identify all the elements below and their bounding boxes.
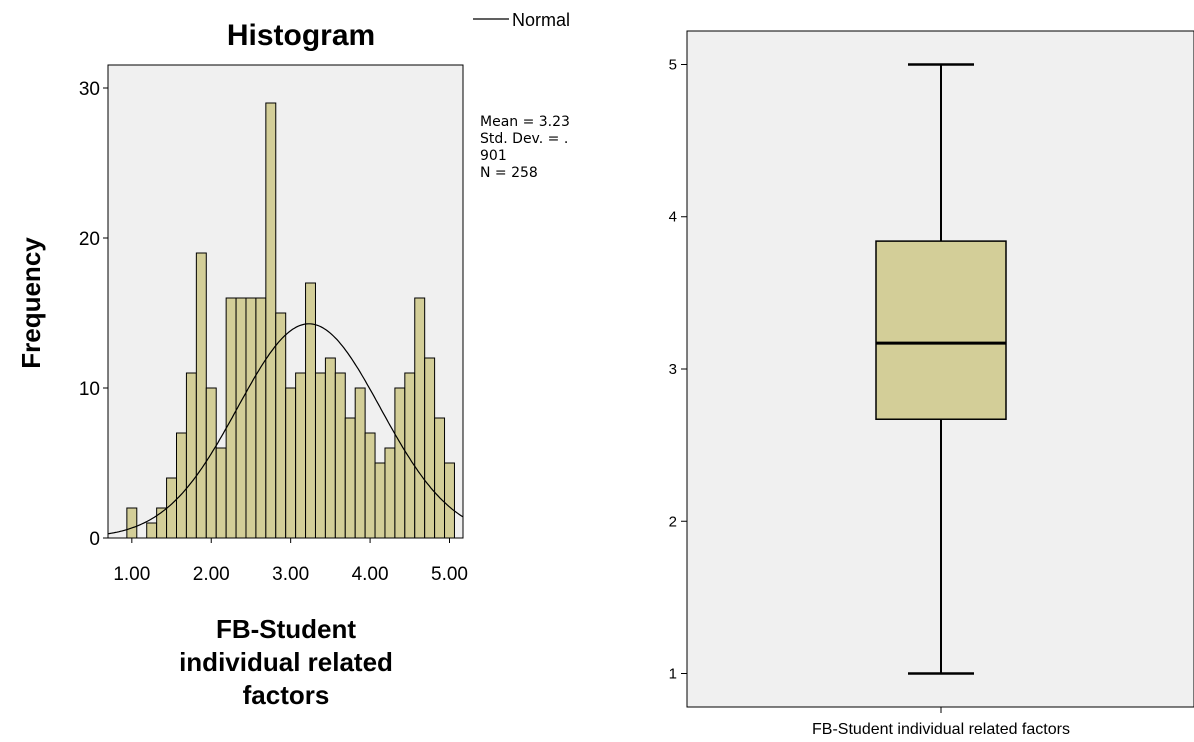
histogram-bar (235, 297, 247, 539)
legend-normal-label: Normal (512, 10, 570, 30)
histogram-bar (245, 297, 257, 539)
stats-n: N = 258 (480, 165, 538, 181)
histogram-bars (126, 102, 455, 539)
boxplot-y-axis: 1 2 3 4 5 (669, 56, 687, 683)
histogram-y-tick-label: 10 (79, 379, 100, 400)
histogram-bar (314, 372, 326, 539)
boxplot-y-tick-label: 5 (669, 56, 677, 73)
histogram-y-axis: 0 10 20 30 (79, 79, 108, 550)
histogram-x-tick-label: 4.00 (352, 564, 389, 585)
histogram-bar (404, 372, 416, 539)
histogram-bar (295, 372, 307, 539)
histogram-bar (444, 462, 455, 539)
histogram-bar (215, 447, 227, 539)
histogram-bar (265, 102, 277, 539)
histogram-title: Histogram (227, 19, 375, 52)
histogram-bar (424, 357, 436, 539)
histogram-bar (354, 387, 366, 539)
histogram-bar (126, 507, 138, 539)
boxplot-x-axis-label: FB-Student individual related factors (812, 721, 1070, 738)
histogram-y-axis-label: Frequency (16, 237, 46, 369)
stats-mean: Mean = 3.23 (480, 114, 570, 130)
histogram-bar (384, 447, 396, 539)
histogram-bar (146, 522, 158, 539)
histogram-x-tick-label: 3.00 (272, 564, 309, 585)
histogram-x-axis-label-line-2: individual related (179, 647, 393, 677)
histogram-x-axis: 1.00 2.00 3.00 4.00 5.00 (113, 538, 468, 585)
histogram-bar (285, 387, 297, 539)
histogram-bar (305, 282, 316, 539)
histogram-bar (275, 312, 287, 539)
histogram-bar (344, 417, 356, 539)
histogram-bar (166, 477, 177, 539)
boxplot-y-tick-label: 4 (669, 209, 677, 226)
stats-std-dev: Std. Dev. = . (480, 131, 568, 147)
histogram-bar (414, 297, 426, 539)
boxplot-y-tick-label: 3 (669, 361, 677, 378)
histogram-chart: Histogram 0 10 20 30 1.00 2.00 3.00 4.00 5.00 F… (16, 10, 570, 710)
histogram-bar (434, 417, 446, 539)
boxplot-chart: 1 2 3 4 5 FB-Student individual related fact… (669, 30, 1194, 738)
histogram-bar (324, 357, 336, 539)
histogram-x-axis-label-line-3: factors (243, 680, 330, 710)
normal-curve-line (107, 323, 464, 535)
stats-std-dev-cont: 901 (480, 148, 507, 164)
boxplot-y-tick-label: 2 (669, 513, 677, 530)
histogram-x-axis-label-line-1: FB-Student (216, 614, 356, 644)
histogram-bar (334, 372, 346, 539)
histogram-bar (205, 387, 217, 539)
histogram-y-tick-label: 30 (79, 79, 100, 100)
histogram-x-tick-label: 1.00 (113, 564, 150, 585)
histogram-bar (255, 297, 267, 539)
histogram-x-tick-label: 5.00 (431, 564, 468, 585)
histogram-bar (394, 387, 406, 539)
histogram-y-tick-label: 0 (89, 529, 100, 550)
histogram-bar (225, 297, 237, 539)
boxplot-y-tick-label: 1 (669, 666, 677, 683)
histogram-bar (185, 372, 197, 539)
histogram-bar (175, 432, 187, 539)
histogram-y-tick-label: 20 (79, 229, 100, 250)
box-iqr (875, 240, 1007, 420)
histogram-bar (374, 462, 386, 539)
histogram-bar (195, 252, 207, 539)
histogram-x-tick-label: 2.00 (193, 564, 230, 585)
histogram-bar (364, 432, 376, 539)
